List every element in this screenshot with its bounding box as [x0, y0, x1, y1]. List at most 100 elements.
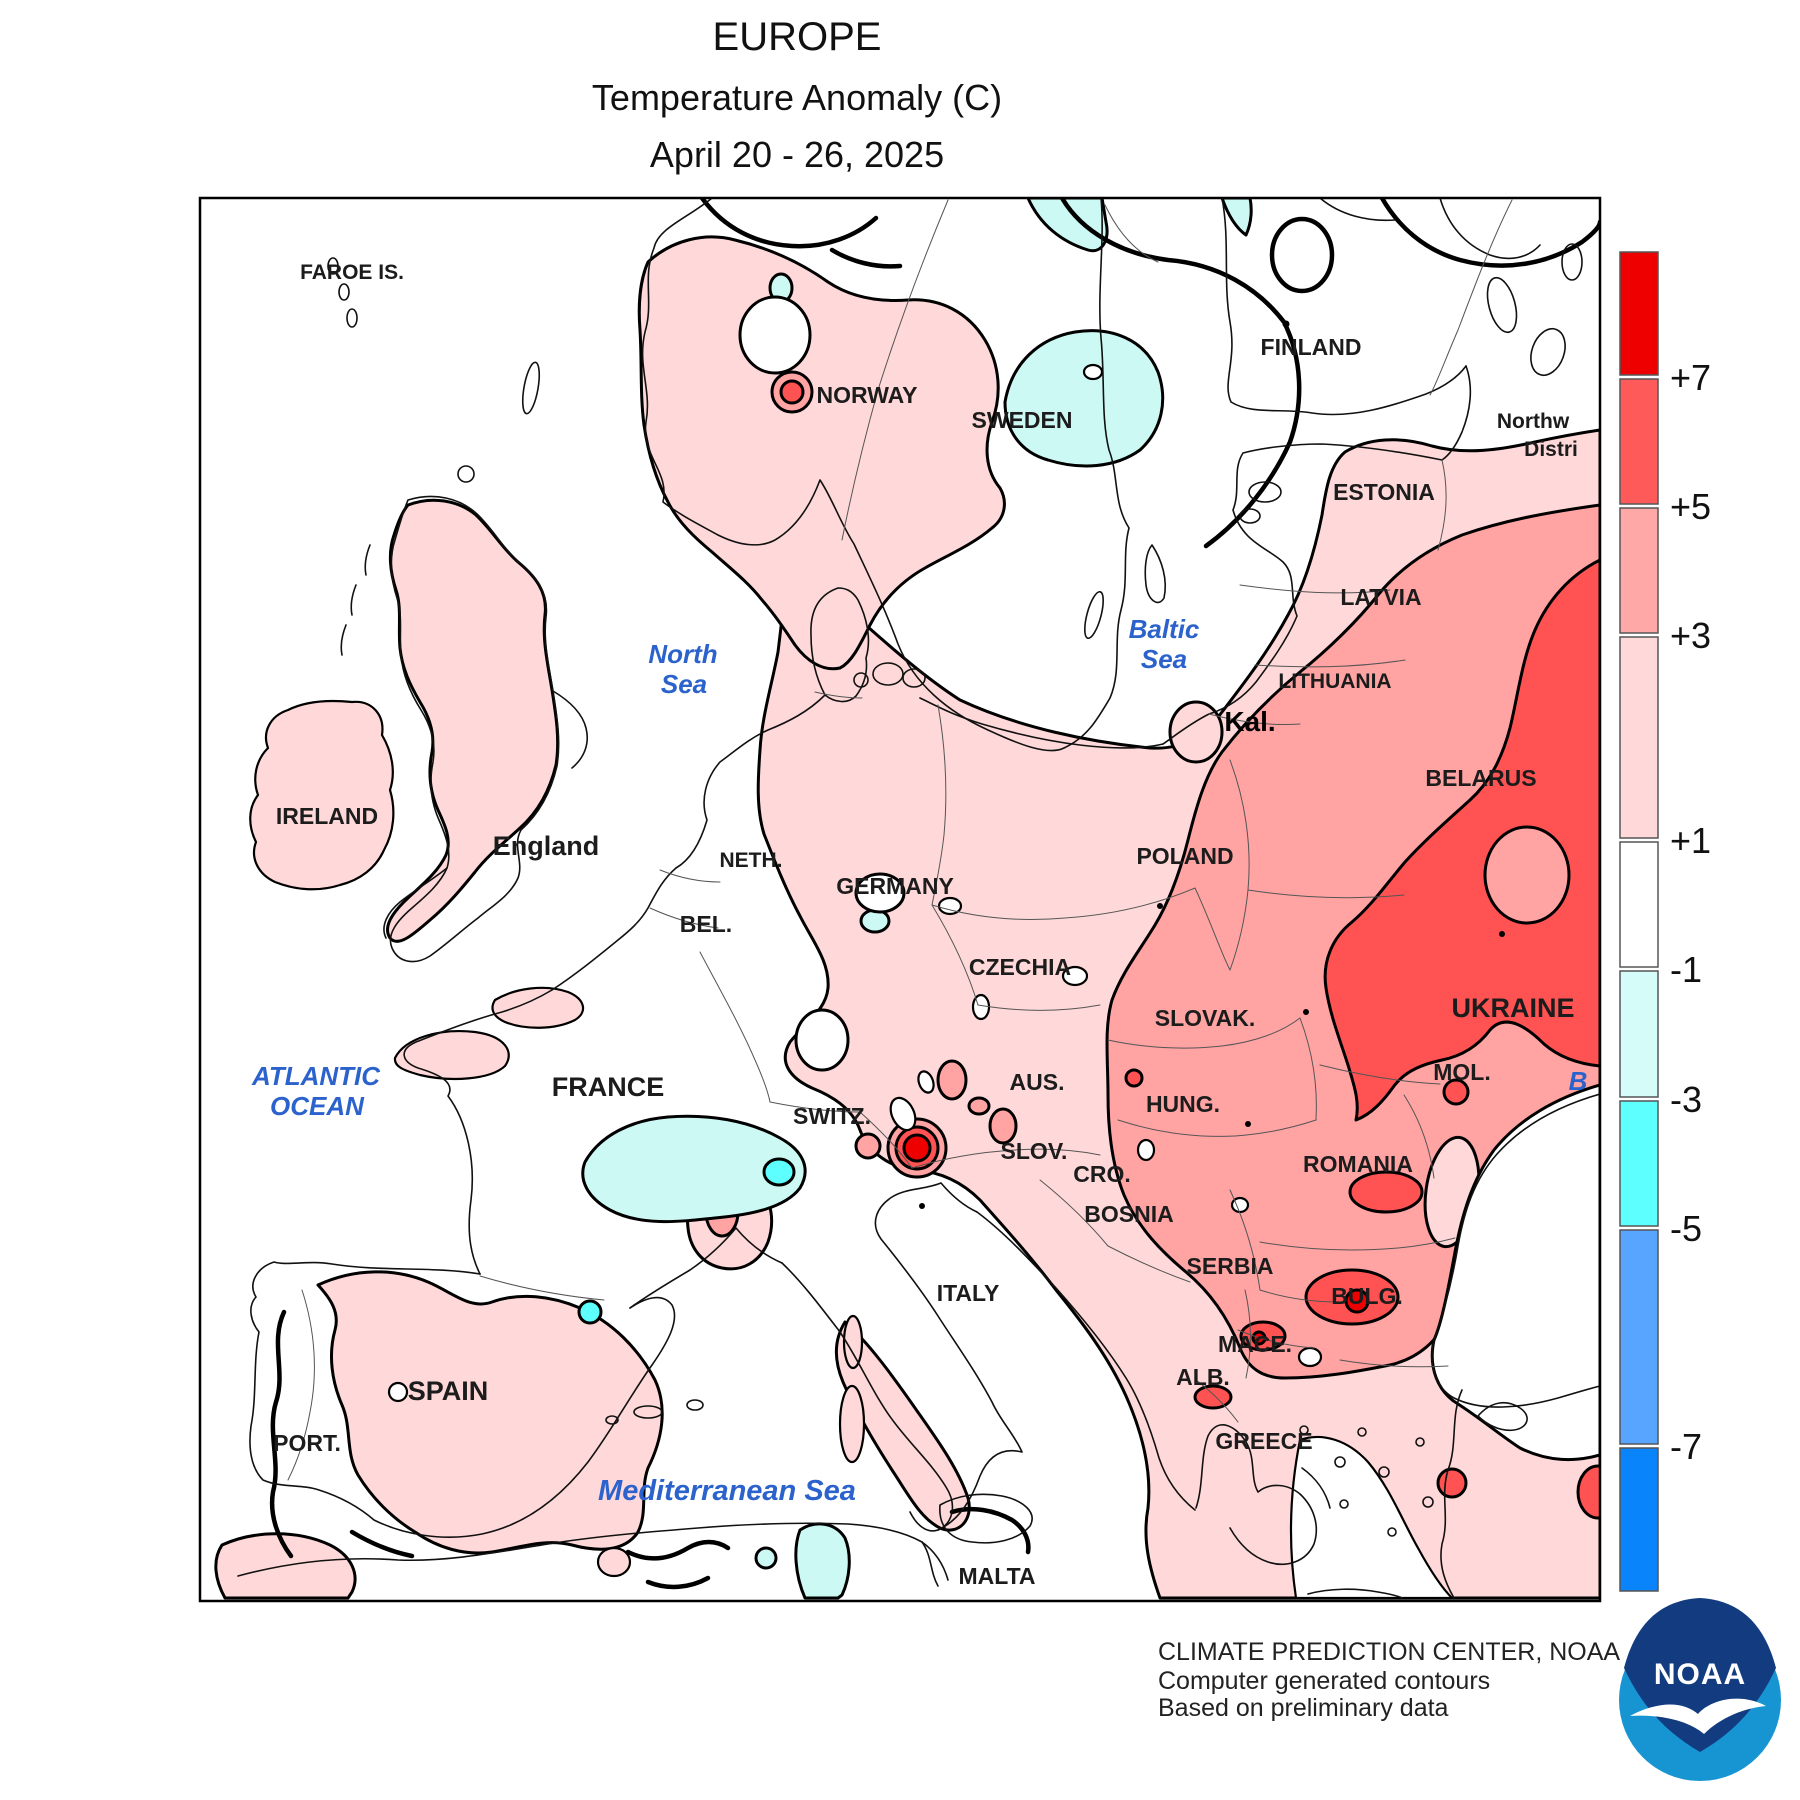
label-croatia: CRO.	[1073, 1161, 1131, 1187]
legend-tick-p3: +3	[1670, 615, 1711, 656]
page-title: EUROPE	[713, 15, 882, 59]
label-czechia: CZECHIA	[969, 954, 1071, 980]
label-ireland: IRELAND	[276, 803, 378, 829]
legend	[1619, 251, 1659, 1592]
aegean-neutral	[1289, 1435, 1454, 1600]
anomaly-minus1-france	[581, 1114, 807, 1224]
anomaly-minus1-bothnia-top	[1026, 198, 1109, 253]
neutral-hole-bulgaria	[1297, 1346, 1323, 1368]
label-malta: MALTA	[958, 1563, 1035, 1589]
label-italy: ITALY	[937, 1280, 1000, 1306]
date-range: April 20 - 26, 2025	[650, 134, 944, 175]
legend-tick-m7: -7	[1670, 1426, 1702, 1467]
neutral-hole-spain	[387, 1381, 409, 1403]
anomaly-plus3-alps-c	[988, 1107, 1018, 1145]
label-belgium: BEL.	[680, 911, 732, 937]
label-albania: ALB.	[1176, 1364, 1230, 1390]
label-ukraine: UKRAINE	[1451, 993, 1574, 1023]
map-frame	[198, 196, 1602, 1603]
neutral-hole-norway	[738, 295, 812, 375]
label-atlantic-2: OCEAN	[270, 1091, 365, 1121]
label-slovakia: SLOVAK.	[1155, 1005, 1256, 1031]
anomaly-plus1-kaliningrad-hole	[1168, 700, 1224, 764]
anomaly-plus5-turkey-edge	[1576, 1464, 1600, 1520]
anomaly-minus1-germany-spot	[859, 908, 891, 934]
map-canvas: FAROE IS. NORWAY SWEDEN FINLAND ESTONIA …	[214, 198, 1600, 1600]
label-moldova: MOL.	[1433, 1059, 1491, 1085]
label-poland: POLAND	[1136, 843, 1233, 869]
neutral-hole-germany	[854, 872, 906, 914]
anomaly-plus5-moldova	[1442, 1078, 1470, 1106]
anomaly-plus1-normandy	[491, 986, 585, 1029]
neutral-sliver-alps-a	[889, 1096, 917, 1132]
noaa-logo: NOAA	[1619, 1598, 1781, 1781]
label-switzerland: SWITZ.	[793, 1103, 871, 1129]
label-latvia: LATVIA	[1340, 584, 1421, 610]
contour-lines	[269, 198, 1600, 1590]
label-slovenia: SLOV.	[1001, 1138, 1068, 1164]
anomaly-plus1-norway	[637, 235, 1006, 671]
anomaly-plus1-corsica	[842, 1314, 864, 1370]
neutral-hole-czech-a	[937, 896, 963, 916]
label-romania: ROMANIA	[1303, 1151, 1413, 1177]
noaa-logo-seagull-icon	[1630, 1698, 1766, 1734]
anomaly-plus7-bulgaria-core	[1344, 1288, 1370, 1314]
label-baltic-sea-2: Sea	[1141, 644, 1187, 674]
label-germany: GERMANY	[836, 873, 954, 899]
anomaly-minus3-france-core	[762, 1157, 796, 1187]
anomaly-plus1-italy-south	[834, 1320, 971, 1532]
anomaly-minus3-pyrenees	[577, 1299, 603, 1325]
anomaly-plus1-britain	[386, 498, 560, 943]
label-sweden: SWEDEN	[972, 407, 1073, 433]
label-netherlands: NETH.	[720, 849, 783, 872]
legend-swatch-neutral	[1619, 841, 1659, 968]
noaa-logo-text: NOAA	[1654, 1658, 1746, 1691]
label-austria: AUS.	[1010, 1069, 1065, 1095]
label-greece: GREECE	[1215, 1428, 1312, 1454]
anomaly-plus5-romania	[1348, 1170, 1424, 1214]
map-labels: FAROE IS. NORWAY SWEDEN FINLAND ESTONIA …	[251, 261, 1587, 1589]
anomaly-plus5-norway-core	[779, 379, 805, 405]
map-dots	[919, 320, 1505, 1209]
credit-line-2: Computer generated contours	[1158, 1667, 1490, 1695]
label-baltic-sea-1: Baltic	[1129, 614, 1200, 644]
legend-swatch-5-7	[1619, 378, 1659, 505]
coastlines	[237, 198, 1600, 1599]
legend-tick-m3: -3	[1670, 1079, 1702, 1120]
label-faroe: FAROE IS.	[300, 261, 404, 284]
anomaly-plus5-ukraine	[1323, 558, 1600, 1122]
label-portugal: PORT.	[273, 1430, 341, 1456]
neutral-loop-west-germany	[794, 1008, 850, 1072]
anomaly-plus1-sardinia	[838, 1384, 866, 1464]
label-north-sea-1: North	[648, 639, 717, 669]
legend-swatch-m1-m3	[1619, 970, 1659, 1098]
label-macedonia: MACE.	[1218, 1331, 1292, 1357]
anomaly-minus1-sweden	[1003, 329, 1165, 468]
anomaly-plus5-austria-east	[1124, 1068, 1144, 1088]
anomaly-plus3-alps-west	[854, 1132, 882, 1160]
label-hungary: HUNG.	[1146, 1091, 1220, 1117]
legend-tick-p5: +5	[1670, 486, 1711, 527]
credit-line-3: Based on preliminary data	[1158, 1694, 1449, 1722]
legend-swatch-1-3	[1619, 636, 1659, 839]
neutral-hole-serbia	[1230, 1196, 1250, 1214]
label-bosnia: BOSNIA	[1084, 1201, 1173, 1227]
label-serbia: SERBIA	[1187, 1253, 1274, 1279]
anomaly-plus1-tunisia	[596, 1546, 632, 1578]
label-england: England	[493, 831, 600, 861]
label-france: FRANCE	[552, 1072, 665, 1102]
label-lithuania: LITHUANIA	[1278, 670, 1391, 693]
legend-swatch-ltm7	[1619, 1447, 1659, 1592]
legend-tick-p7: +7	[1670, 357, 1711, 398]
label-finland: FINLAND	[1261, 334, 1362, 360]
legend-swatch-gt7	[1619, 251, 1659, 376]
anomaly-plus5-turkey-spot	[1436, 1467, 1468, 1499]
label-bulgaria: BULG.	[1331, 1283, 1403, 1309]
neutral-sliver-alps-b	[917, 1070, 935, 1094]
neutral-hole-hungary	[1136, 1138, 1156, 1162]
label-russia-district-2: Distri	[1524, 438, 1578, 461]
anomaly-fill-layer	[214, 198, 1600, 1600]
neutral-hole-czech-b	[1061, 965, 1089, 987]
anomaly-plus1-spain	[316, 1270, 664, 1555]
label-spain: SPAIN	[408, 1376, 489, 1406]
